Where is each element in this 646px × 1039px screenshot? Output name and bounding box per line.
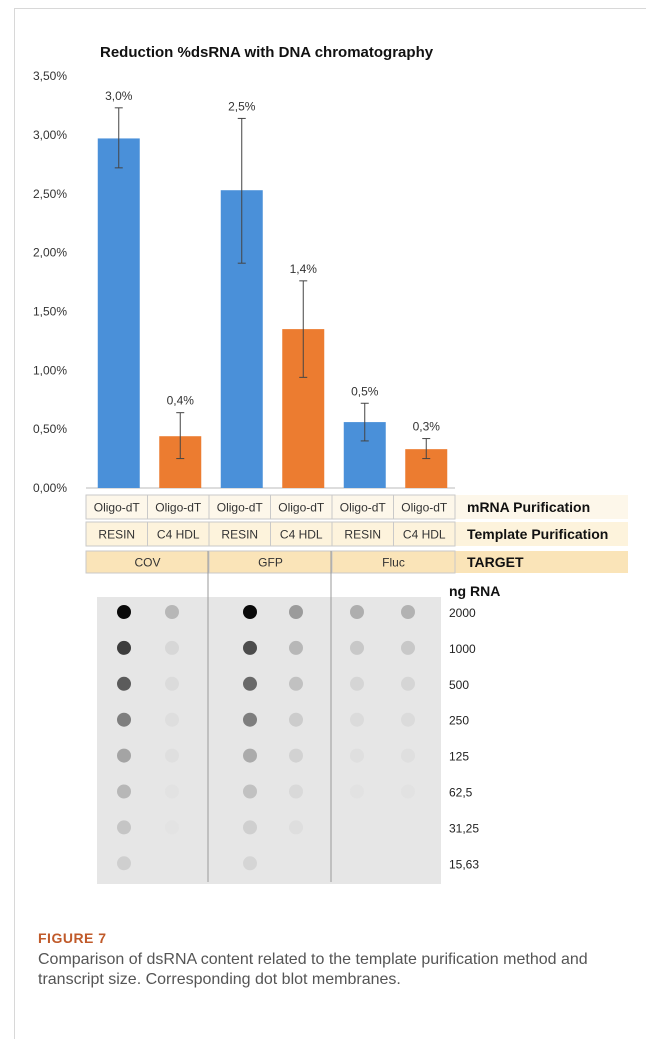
y-tick-label: 3,50% bbox=[33, 69, 67, 83]
table-row-header: Template Purification bbox=[467, 526, 608, 542]
dot-blot-spot bbox=[243, 784, 257, 799]
dot-blot-spot bbox=[165, 784, 179, 799]
dot-blot-spot bbox=[243, 640, 257, 655]
table-cell bbox=[393, 521, 456, 547]
table-cell-text: Oligo-dT bbox=[155, 501, 202, 515]
data-label: 3,0% bbox=[105, 89, 133, 103]
dot-blot-spot bbox=[350, 748, 364, 763]
dot-blot-spot bbox=[243, 748, 257, 763]
table-cell-text: Oligo-dT bbox=[94, 501, 141, 515]
y-tick-label: 3,00% bbox=[33, 128, 67, 142]
table-cell bbox=[393, 494, 456, 520]
figure-caption-block: FIGURE 7 Comparison of dsRNA content rel… bbox=[38, 930, 618, 990]
bar bbox=[97, 138, 140, 488]
dot-blot-spot bbox=[243, 676, 257, 691]
figure-frame-left bbox=[14, 8, 15, 1039]
dot-blot-spot bbox=[350, 605, 364, 619]
dot-blot-spot bbox=[117, 748, 131, 763]
table-cell-text: COV bbox=[134, 556, 160, 570]
table-cell-text: C4 HDL bbox=[403, 528, 446, 542]
dot-blot-spot bbox=[117, 605, 131, 619]
dot-blot-amount-label: 500 bbox=[449, 678, 469, 692]
dot-blot-spot bbox=[165, 605, 179, 619]
y-tick-label: 2,00% bbox=[33, 246, 67, 260]
dot-blot-spot bbox=[401, 605, 415, 619]
dot-blot-spot bbox=[243, 856, 257, 871]
dot-blot-spot bbox=[289, 640, 303, 655]
figure-label: FIGURE 7 bbox=[38, 930, 107, 946]
data-label: 0,3% bbox=[413, 420, 441, 434]
table-cell-text: RESIN bbox=[221, 528, 258, 542]
dot-blot-spot bbox=[350, 784, 364, 799]
y-tick-label: 1,00% bbox=[33, 363, 67, 377]
y-tick-label: 0,00% bbox=[33, 481, 67, 495]
table-cell-text: Oligo-dT bbox=[217, 501, 264, 515]
dot-blot-amount-label: 250 bbox=[449, 714, 469, 728]
figure-frame-top bbox=[14, 8, 646, 9]
dot-blot-spot bbox=[289, 676, 303, 691]
dot-blot-spot bbox=[117, 712, 131, 727]
dot-blot-spot bbox=[165, 676, 179, 691]
table-cell-text: RESIN bbox=[344, 528, 381, 542]
dot-blot-spot bbox=[401, 640, 415, 655]
dot-blot-spot bbox=[117, 784, 131, 799]
table-cell bbox=[331, 550, 456, 574]
y-tick-label: 1,50% bbox=[33, 304, 67, 318]
data-label: 0,5% bbox=[351, 384, 379, 398]
dot-blot-amount-label: 15,63 bbox=[449, 857, 479, 871]
dot-blot-spot bbox=[165, 640, 179, 655]
dot-blot-spot bbox=[165, 748, 179, 763]
dot-blot-spot bbox=[289, 712, 303, 727]
dot-blot-spot bbox=[289, 784, 303, 799]
table-cell-text: Oligo-dT bbox=[401, 501, 448, 515]
dot-blot-spot bbox=[243, 820, 257, 835]
dot-blot-spot bbox=[350, 712, 364, 727]
dot-blot-spot bbox=[289, 820, 303, 835]
data-label: 1,4% bbox=[290, 262, 318, 276]
dot-blot-spot bbox=[243, 605, 257, 619]
table-row-header: mRNA Purification bbox=[467, 499, 590, 515]
table-cell-text: Oligo-dT bbox=[278, 501, 325, 515]
dot-blot-membrane bbox=[97, 597, 441, 884]
table-cell-text: Oligo-dT bbox=[340, 501, 387, 515]
data-label: 0,4% bbox=[167, 394, 195, 408]
bar-chart-figure: Reduction %dsRNA with DNA chromatography… bbox=[33, 44, 628, 884]
dot-blot-spot bbox=[401, 748, 415, 763]
table-row-header: TARGET bbox=[467, 554, 524, 570]
y-tick-label: 0,50% bbox=[33, 422, 67, 436]
table-cell-text: Fluc bbox=[382, 556, 405, 570]
dot-blot-spot bbox=[401, 676, 415, 691]
dot-blot-spot bbox=[117, 676, 131, 691]
y-tick-label: 2,50% bbox=[33, 187, 67, 201]
dot-blot-amount-label: 31,25 bbox=[449, 821, 479, 835]
dot-blot-header: ng RNA bbox=[449, 583, 500, 599]
dot-blot-spot bbox=[401, 712, 415, 727]
data-label: 2,5% bbox=[228, 99, 256, 113]
dot-blot-amount-label: 62,5 bbox=[449, 786, 473, 800]
dot-blot-spot bbox=[117, 820, 131, 835]
dot-blot-spot bbox=[117, 640, 131, 655]
dot-blot-amount-label: 2000 bbox=[449, 606, 476, 620]
table-cell-text: RESIN bbox=[98, 528, 135, 542]
dot-blot-spot bbox=[289, 748, 303, 763]
figure-caption: Comparison of dsRNA content related to t… bbox=[38, 951, 588, 988]
dot-blot-spot bbox=[350, 640, 364, 655]
dot-blot-spot bbox=[117, 856, 131, 871]
dot-blot-spot bbox=[350, 676, 364, 691]
table-cell-text: C4 HDL bbox=[157, 528, 200, 542]
dot-blot-spot bbox=[401, 784, 415, 799]
table-row-bg bbox=[86, 522, 628, 546]
dot-blot-spot bbox=[165, 820, 179, 835]
dot-blot-amount-label: 1000 bbox=[449, 642, 476, 656]
table-row-bg bbox=[86, 495, 628, 519]
dot-blot-spot bbox=[165, 712, 179, 727]
dot-blot-spot bbox=[243, 712, 257, 727]
table-cell-text: C4 HDL bbox=[280, 528, 323, 542]
chart-title: Reduction %dsRNA with DNA chromatography bbox=[100, 44, 434, 61]
dot-blot-amount-label: 125 bbox=[449, 750, 469, 764]
table-cell-text: GFP bbox=[258, 556, 283, 570]
table-row-bg bbox=[86, 551, 628, 573]
dot-blot-spot bbox=[289, 605, 303, 619]
